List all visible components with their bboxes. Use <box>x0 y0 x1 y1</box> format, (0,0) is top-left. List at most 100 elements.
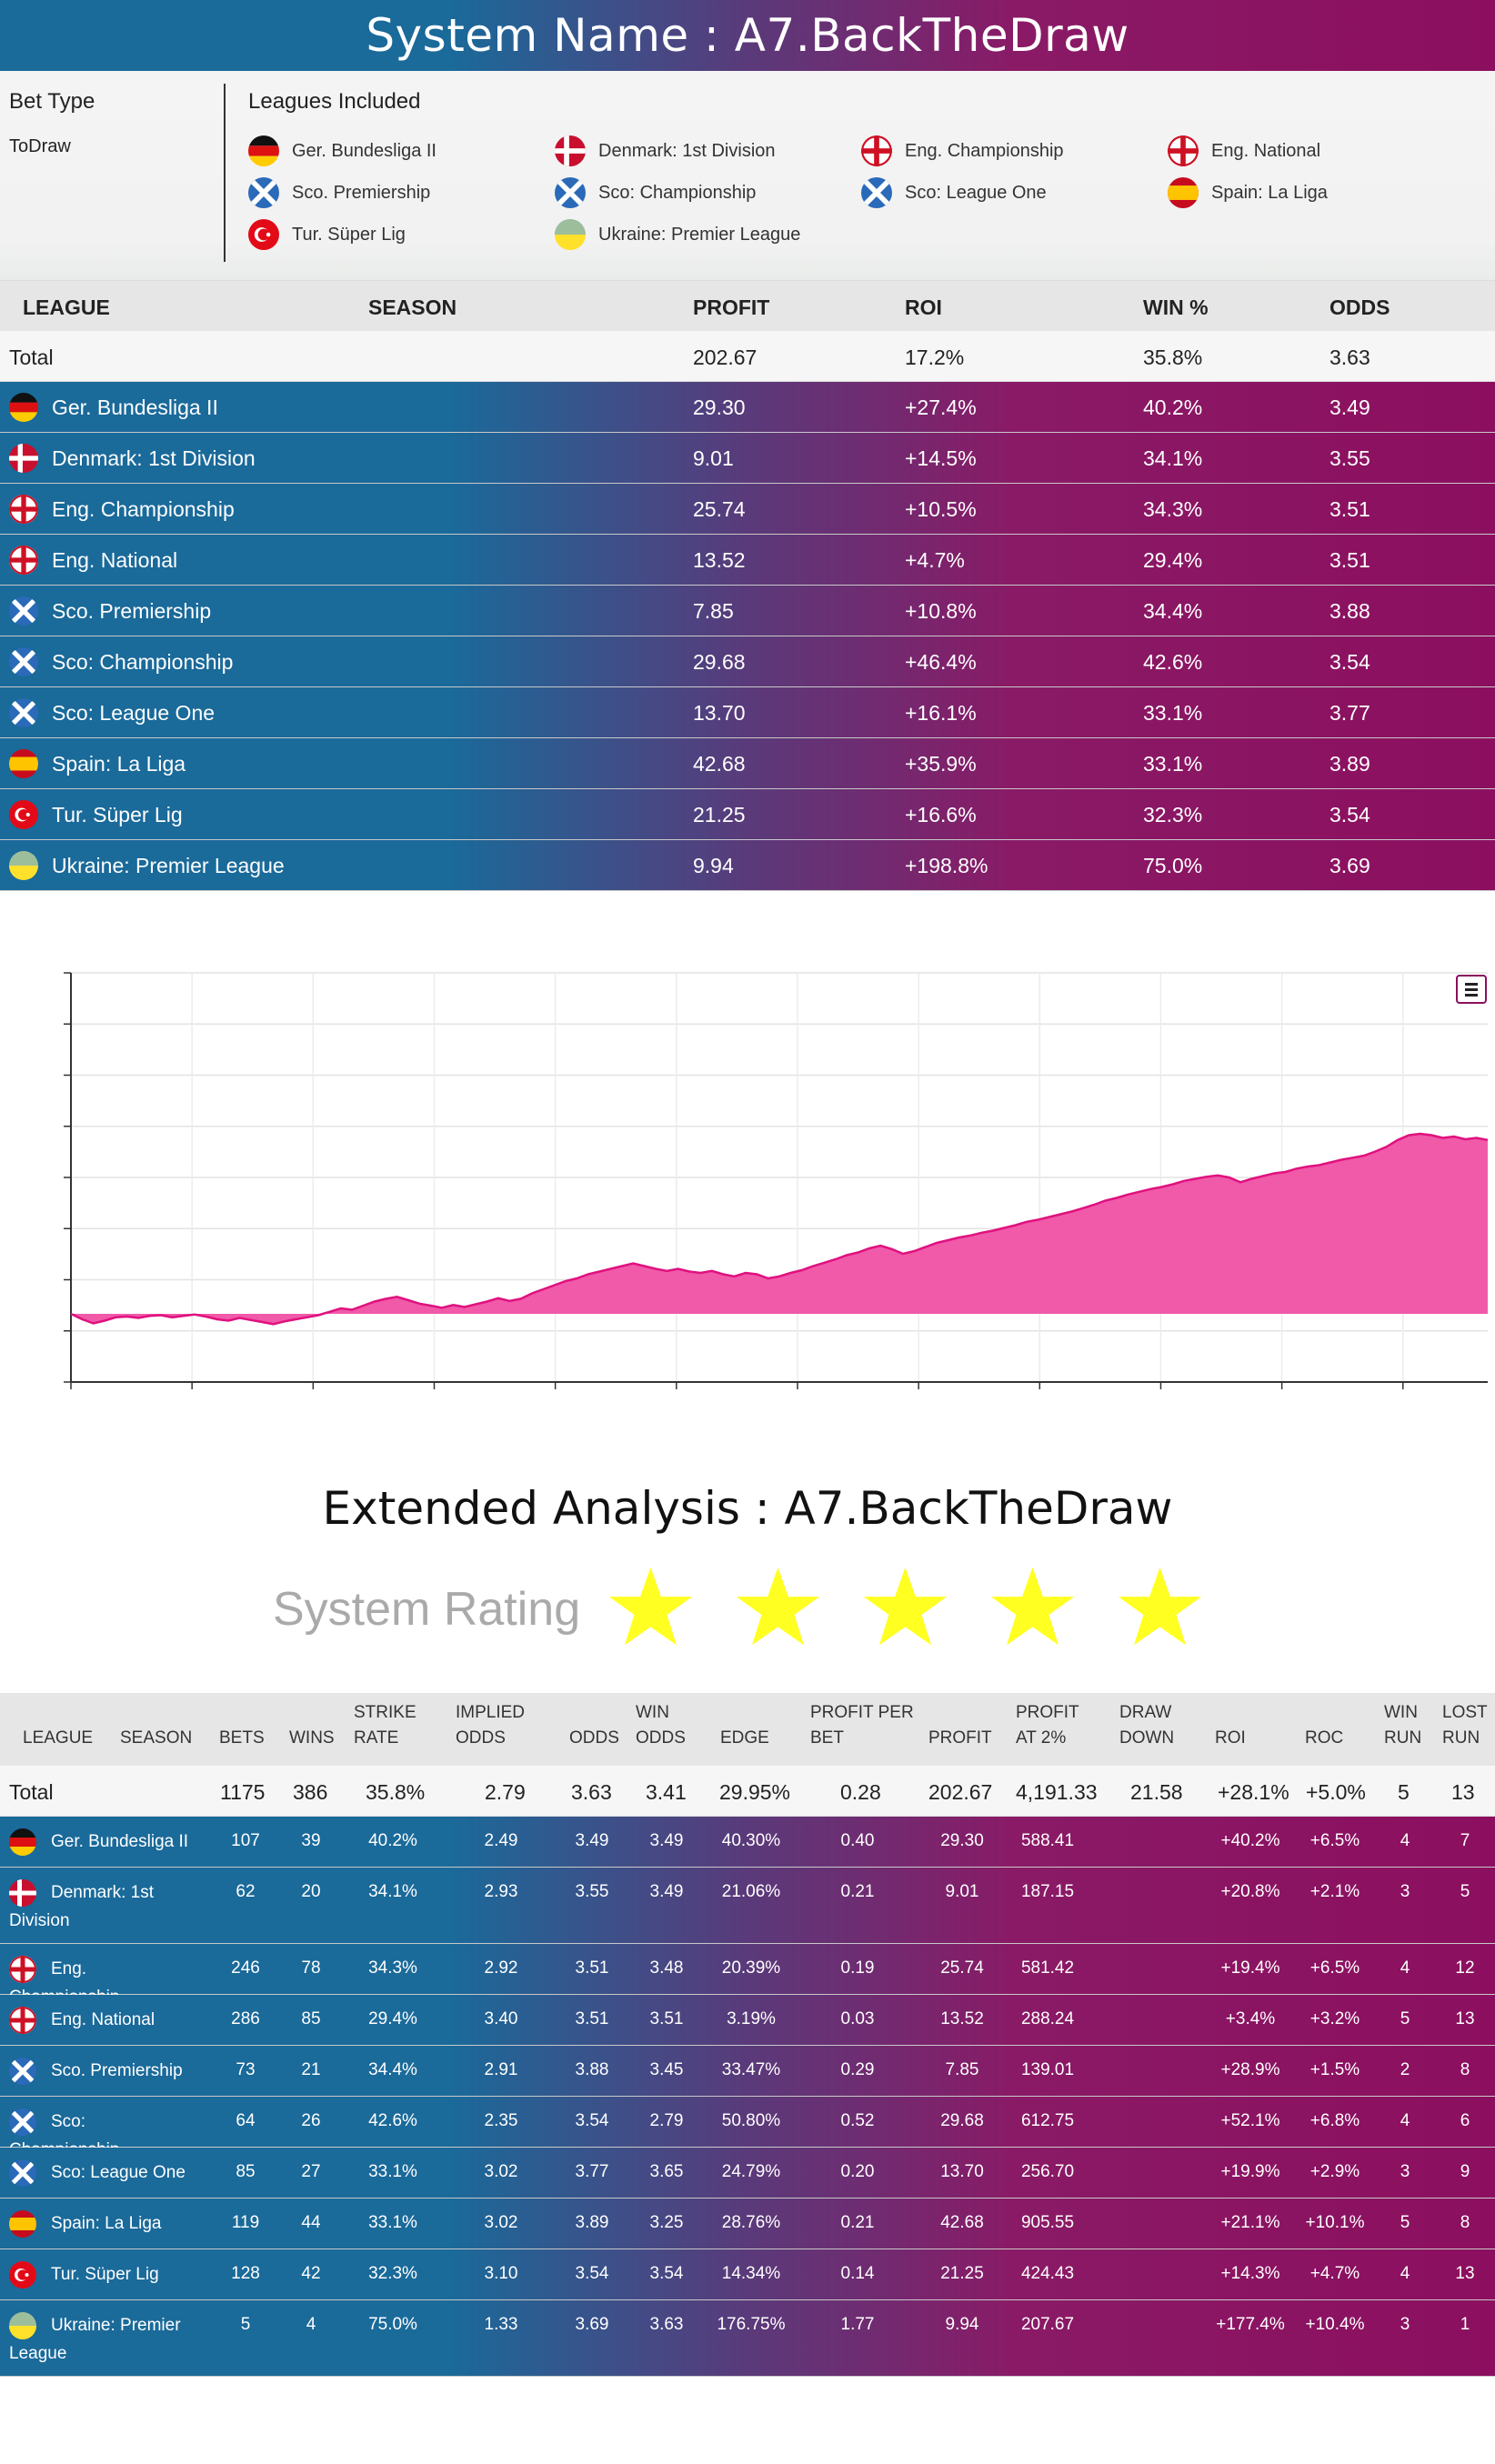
row-roi: +10.5% <box>905 497 977 521</box>
col-header-wins[interactable]: WINS <box>289 1728 335 1748</box>
row-lr: 1 <box>1460 2315 1470 2334</box>
row-odds: 3.77 <box>1329 701 1370 725</box>
table-row[interactable]: Eng. Championship 25.74 +10.5% 34.3% 3.51 <box>0 484 1495 535</box>
col-header-roi[interactable]: ROI <box>1215 1728 1246 1748</box>
ext-total-odds: 3.63 <box>571 1780 612 1804</box>
col-header-win-run[interactable]: WIN RUN <box>1384 1700 1421 1751</box>
row-league: Sco. Premiership <box>52 599 212 623</box>
row-odds: 3.51 <box>1329 548 1370 572</box>
table-row[interactable]: Eng. Championship2467834.3%2.923.513.482… <box>0 1944 1495 2007</box>
chart-menu-icon[interactable] <box>1456 975 1487 1004</box>
table-row[interactable]: Sco. Premiership 7.85 +10.8% 34.4% 3.88 <box>0 586 1495 636</box>
col-header-lr-line1: LOST <box>1442 1703 1488 1722</box>
col-header-season[interactable]: SEASON <box>368 295 457 319</box>
table-row[interactable]: Tur. Süper Lig 21.25 +16.6% 32.3% 3.54 <box>0 789 1495 840</box>
table-row[interactable]: Sco: League One 13.70 +16.1% 33.1% 3.77 <box>0 687 1495 738</box>
league-item[interactable]: Eng. National <box>1168 135 1474 166</box>
col-header-profit[interactable]: PROFIT <box>693 295 770 319</box>
ext-total-label: Total <box>9 1780 54 1804</box>
row-edge: 20.39% <box>721 1958 781 1978</box>
row-implied: 2.35 <box>484 2111 518 2130</box>
row-roi: +21.1% <box>1220 2213 1280 2232</box>
col-header-strike-rate[interactable]: STRIKE RATE <box>354 1700 416 1751</box>
col-header-win-pct[interactable]: WIN % <box>1143 295 1209 319</box>
col-header-league[interactable]: LEAGUE <box>23 1728 94 1748</box>
row-odds: 3.54 <box>575 2264 609 2283</box>
row-implied: 2.92 <box>484 1958 518 1978</box>
table-row[interactable]: Spain: La Liga 42.68 +35.9% 33.1% 3.89 <box>0 738 1495 789</box>
league-item[interactable]: Sco: League One <box>861 177 1168 208</box>
league-item[interactable]: Sco: Championship <box>555 177 861 208</box>
table-row[interactable]: Denmark: 1st Division 62 20 34.1% 2.93 3.55 3.… <box>0 1868 1495 1944</box>
table-row[interactable]: Spain: La Liga 119 44 33.1% 3.02 3.89 3.25 28.7… <box>0 2199 1495 2249</box>
table-row[interactable]: Ukraine: Premier League 5 4 75.0% 1.33 3.69 3.… <box>0 2300 1495 2377</box>
col-header-league[interactable]: LEAGUE <box>23 295 110 319</box>
league-item-label: Sco: League One <box>905 182 1047 203</box>
next-section-peek <box>0 2446 1495 2464</box>
table-row[interactable]: Ger. Bundesliga II 29.30 +27.4% 40.2% 3.49 <box>0 382 1495 433</box>
col-header-lost-run[interactable]: LOST RUN <box>1442 1700 1488 1751</box>
table-row[interactable]: Sco. Premiership 73 21 34.4% 2.91 3.88 3.45 33.… <box>0 2046 1495 2097</box>
table-row[interactable]: Denmark: 1st Division 9.01 +14.5% 34.1% 3.55 <box>0 433 1495 484</box>
row-odds: 3.55 <box>575 1882 609 1901</box>
table-row[interactable]: Sco: Championship642642.6%2.353.542.7950… <box>0 2097 1495 2159</box>
row-odds: 3.69 <box>575 2315 609 2334</box>
row-odds: 3.77 <box>575 2162 609 2181</box>
ukraine-flag-icon <box>555 219 586 250</box>
extended-table-header: LEAGUE SEASON BETS WINS STRIKE RATE IMPLI… <box>0 1693 1495 1766</box>
league-item[interactable]: Sco. Premiership <box>248 177 555 208</box>
row-roi: +40.2% <box>1220 1831 1280 1850</box>
row-odds: 3.89 <box>1329 752 1370 776</box>
row-profit: 29.30 <box>940 1831 984 1850</box>
row-win-pct: 29.4% <box>1143 548 1203 572</box>
league-item-label: Sco: Championship <box>598 182 757 203</box>
col-header-roc[interactable]: ROC <box>1305 1728 1344 1748</box>
table-row[interactable]: Sco: League One 85 27 33.1% 3.02 3.77 3.65 24.7… <box>0 2148 1495 2199</box>
summary-table: LEAGUE SEASON PROFIT ROI WIN % ODDS Tota… <box>0 280 1495 891</box>
star-icon <box>1117 1564 1244 1655</box>
extended-total-row: Total 1175 386 35.8% 2.79 3.63 3.41 29.9… <box>0 1766 1495 1817</box>
england-flag-icon <box>861 135 892 166</box>
row-lr: 8 <box>1460 2060 1470 2079</box>
col-header-profit-per-bet[interactable]: PROFIT PER BET <box>810 1700 914 1751</box>
col-header-profit[interactable]: PROFIT <box>928 1728 992 1748</box>
col-header-roi[interactable]: ROI <box>905 295 942 319</box>
row-league: Ger. Bundesliga II <box>51 1832 189 1851</box>
col-header-season[interactable]: SEASON <box>120 1728 193 1748</box>
table-row[interactable]: Ukraine: Premier League 9.94 +198.8% 75.0% 3… <box>0 840 1495 891</box>
row-edge: 28.76% <box>721 2213 781 2232</box>
league-item[interactable]: Denmark: 1st Division <box>555 135 861 166</box>
extended-analysis-title: Extended Analysis : A7.BackTheDraw <box>322 1482 1173 1535</box>
table-row[interactable]: Sco: Championship 29.68 +46.4% 42.6% 3.54 <box>0 636 1495 687</box>
league-item[interactable]: Ukraine: Premier League <box>555 219 861 250</box>
table-row[interactable]: Eng. National 286 85 29.4% 3.40 3.51 3.51 3.19%… <box>0 1995 1495 2046</box>
row-league: Spain: La Liga <box>52 752 186 776</box>
col-header-implied-odds[interactable]: IMPLIED ODDS <box>456 1700 525 1751</box>
row-profit: 29.68 <box>693 650 746 674</box>
league-item[interactable]: Ger. Bundesliga II <box>248 135 555 166</box>
col-header-edge[interactable]: EDGE <box>720 1728 769 1748</box>
table-row[interactable]: Eng. National 13.52 +4.7% 29.4% 3.51 <box>0 535 1495 586</box>
scotland-flag-icon <box>248 177 279 208</box>
row-roc: +10.1% <box>1305 2213 1365 2232</box>
row-odds: 3.55 <box>1329 446 1370 470</box>
total-profit: 202.67 <box>693 346 758 369</box>
row-roi: +27.4% <box>905 396 977 419</box>
col-header-profit-at-2[interactable]: PROFIT AT 2% <box>1016 1700 1079 1751</box>
star-icon <box>735 1564 862 1655</box>
row-wr: 3 <box>1400 1882 1410 1901</box>
row-p2: 905.55 <box>1020 2213 1075 2232</box>
league-item-label: Spain: La Liga <box>1211 182 1328 203</box>
row-league: Denmark: 1st Division <box>52 446 256 470</box>
col-header-odds[interactable]: ODDS <box>569 1728 619 1748</box>
league-item[interactable]: Tur. Süper Lig <box>248 219 555 250</box>
league-item[interactable]: Spain: La Liga <box>1168 177 1474 208</box>
col-header-win-odds[interactable]: WIN ODDS <box>636 1700 686 1751</box>
table-row[interactable]: Tur. Süper Lig 128 42 32.3% 3.10 3.54 3.54 14.3… <box>0 2249 1495 2300</box>
table-row[interactable]: Ger. Bundesliga II 107 39 40.2% 2.49 3.49 3.49… <box>0 1817 1495 1868</box>
col-header-odds[interactable]: ODDS <box>1329 295 1390 319</box>
row-league: Ukraine: Premier League <box>52 854 285 877</box>
league-item[interactable]: Eng. Championship <box>861 135 1168 166</box>
col-header-bets[interactable]: BETS <box>219 1728 265 1748</box>
col-header-draw-down[interactable]: DRAW DOWN <box>1119 1700 1174 1751</box>
